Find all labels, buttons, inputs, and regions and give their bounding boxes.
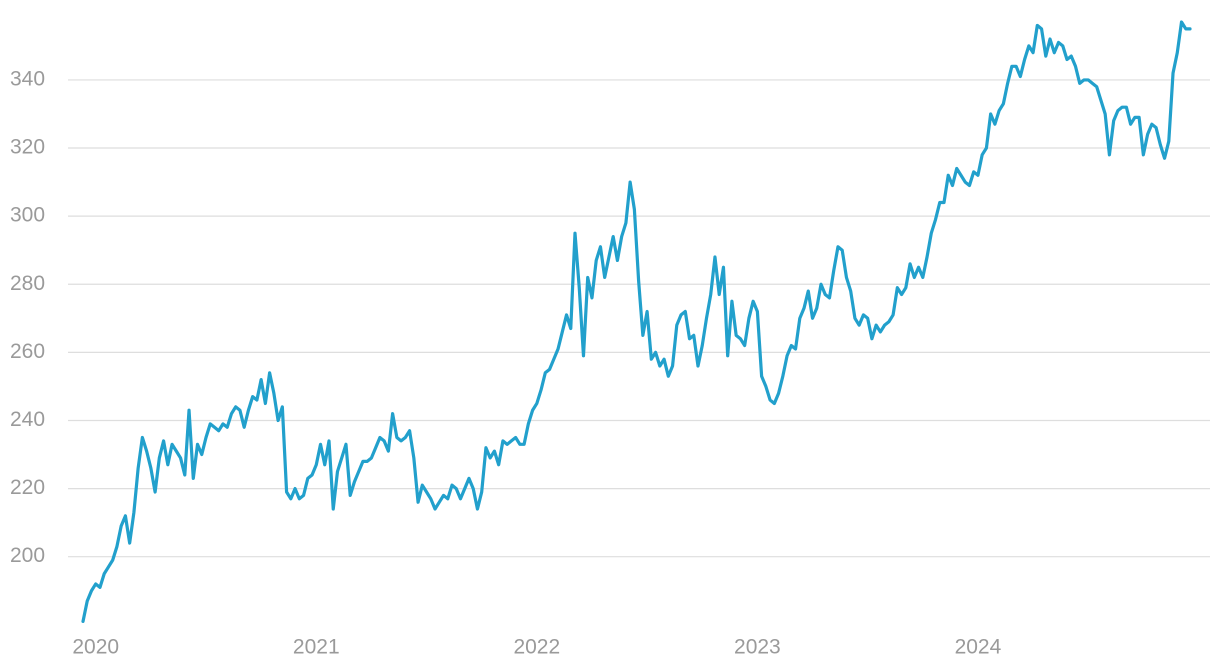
y-tick-label: 300: [10, 204, 45, 227]
x-tick-label: 2021: [293, 636, 340, 659]
line-series: [81, 20, 1192, 624]
x-tick-label: 2020: [72, 636, 119, 659]
x-tick-label: 2024: [955, 636, 1002, 659]
y-tick-label: 220: [10, 476, 45, 499]
x-tick-label: 2023: [734, 636, 781, 659]
y-tick-label: 200: [10, 544, 45, 567]
y-tick-label: 240: [10, 408, 45, 431]
y-tick-label: 280: [10, 272, 45, 295]
y-tick-label: 340: [10, 67, 45, 90]
x-tick-label: 2022: [513, 636, 560, 659]
y-tick-label: 320: [10, 136, 45, 159]
y-tick-label: 260: [10, 340, 45, 363]
